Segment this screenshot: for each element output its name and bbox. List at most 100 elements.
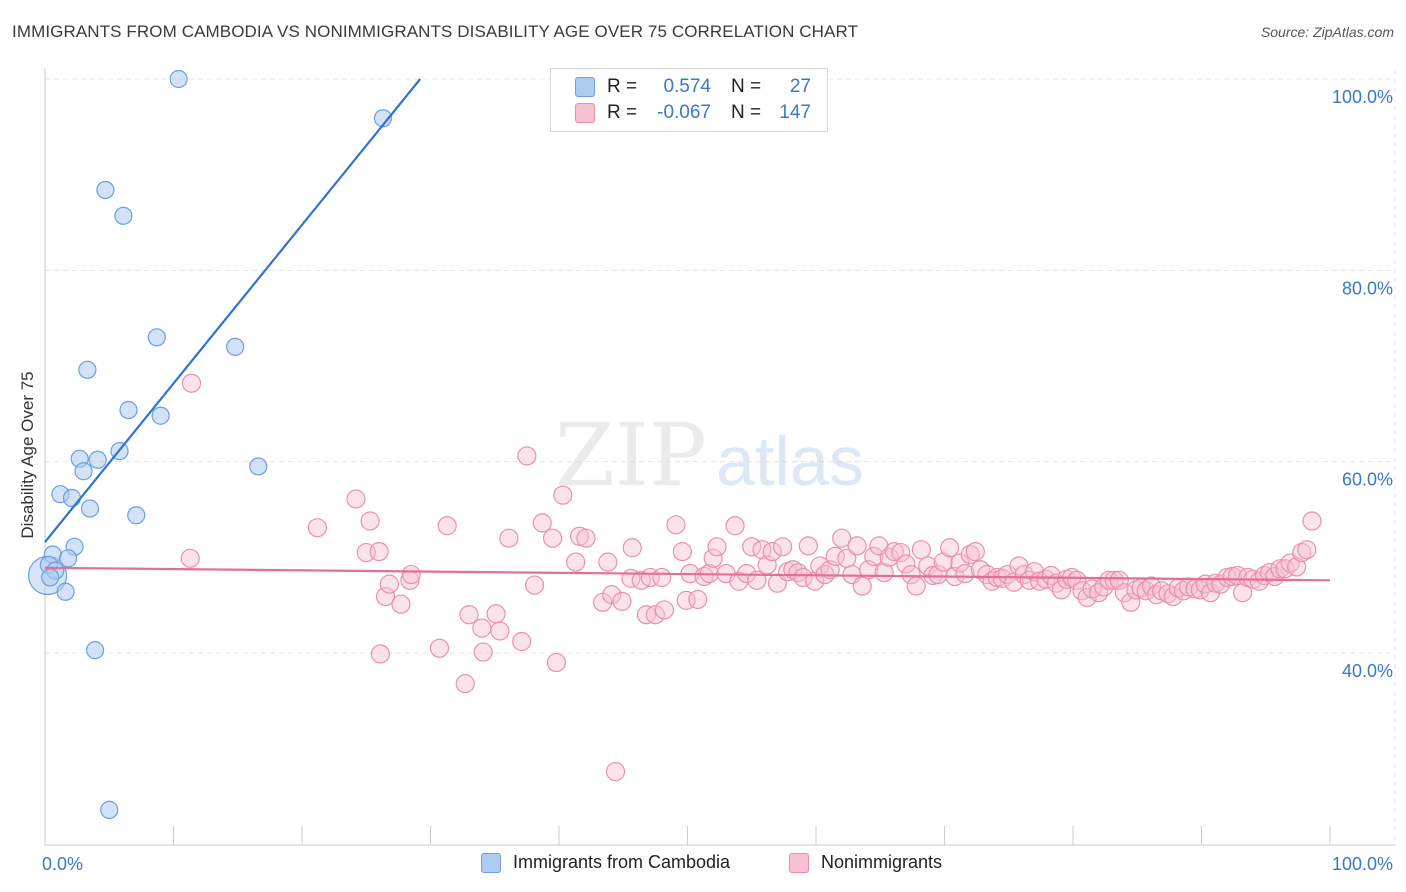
nonimmigrant-point (346, 489, 366, 509)
axes (44, 68, 1395, 846)
nonimmigrant-point (992, 568, 1012, 588)
nonimmigrant-point (1104, 570, 1124, 590)
nonimmigrant-point (524, 575, 545, 595)
nonimmigrant-point (1158, 584, 1178, 604)
pink-swatch (789, 852, 809, 873)
r-label: R = (607, 102, 638, 123)
nonimmigrant-point (1286, 557, 1307, 577)
nonimmigrant-point (181, 373, 202, 393)
nonimmigrant-point (1067, 570, 1087, 590)
nonimmigrant-point (360, 511, 380, 531)
nonimmigrant-point (864, 546, 884, 566)
nonimmigrant-point (472, 618, 492, 638)
nonimmigrant-point (911, 540, 931, 560)
gridlines (45, 70, 1396, 845)
nonimmigrant-point (672, 541, 692, 562)
cambodia-point (119, 400, 138, 420)
cambodia-point (114, 206, 133, 225)
cambodia-point (62, 488, 82, 508)
n-label: N = (731, 102, 762, 123)
axis-labels: 40.0% 60.0% 80.0% 100.0% 0.0% 100.0% Disabilit… (18, 87, 1393, 874)
nonimmigrant-point (896, 554, 916, 574)
nonimmigrant-trend-line (44, 566, 1331, 582)
nonimmigrant-point (654, 600, 674, 620)
nonimmigrant-point (473, 642, 493, 662)
cambodia-point (96, 180, 115, 200)
nonimmigrant-point (762, 541, 782, 562)
legend-row-cambodia: R = 0.574 N = 27 (575, 75, 811, 99)
nonimmigrant-point (499, 528, 519, 548)
r-label: R = (607, 76, 638, 97)
nonimmigrant-point (612, 591, 632, 611)
cambodia-point (86, 641, 105, 660)
nonimmigrant-point (901, 564, 921, 585)
correlation-legend: R = 0.574 N = 27 R = -0.067 N = 147 (550, 68, 828, 132)
nonimmigrant-point (429, 638, 450, 658)
nonimmigrant-point (874, 563, 894, 583)
nonimmigrant-point (1089, 583, 1109, 603)
cambodia-point (151, 406, 170, 425)
nonimmigrant-point (852, 576, 872, 596)
nonimmigrant-point (1260, 563, 1280, 583)
nonimmigrant-point (542, 528, 563, 548)
nonimmigrant-point (307, 518, 328, 538)
nonimmigrant-point (602, 585, 622, 605)
n-value: 27 (789, 76, 811, 97)
trend-lines (44, 78, 1331, 582)
y-tick-label: 80.0% (1342, 278, 1393, 298)
cambodia-point (78, 360, 97, 379)
legend-item-nonimmigrants[interactable]: Nonimmigrants (789, 852, 942, 873)
series-legend: Immigrants from Cambodia Nonimmigrants (0, 852, 1406, 876)
y-tick-label: 40.0% (1342, 661, 1393, 681)
r-value: -0.067 (657, 102, 711, 123)
cambodia-point (88, 450, 107, 469)
nonimmigrant-point (666, 515, 686, 535)
n-value: 147 (779, 102, 811, 123)
nonimmigrant-point (965, 541, 985, 562)
nonimmigrant-point (694, 566, 714, 587)
cambodia-point (41, 568, 60, 587)
nonimmigrant-point (805, 571, 825, 591)
nonimmigrant-point (532, 513, 552, 533)
cambodia-trend-line (44, 78, 422, 543)
nonimmigrant-point (622, 538, 642, 558)
nonimmigrant-point (1292, 542, 1312, 563)
nonimmigrant-point (375, 586, 396, 607)
pink-swatch (575, 103, 595, 123)
n-label: N = (731, 76, 762, 97)
nonimmigrant-point (576, 528, 596, 548)
nonimmigrant-point (933, 552, 953, 572)
nonimmigrant-point (1121, 592, 1141, 612)
y-axis-label: Disability Age Over 75 (18, 371, 37, 538)
nonimmigrant-point (512, 631, 532, 652)
cambodia-point (74, 462, 93, 481)
nonimmigrant-point (605, 762, 626, 782)
x-tick-label-max: 100.0% (1332, 854, 1393, 874)
nonimmigrant-point (884, 541, 904, 562)
nonimmigrant-point (772, 537, 793, 557)
y-tick-label: 60.0% (1342, 470, 1393, 490)
blue-swatch (481, 852, 501, 873)
nonimmigrant-point (798, 536, 818, 556)
cambodia-point (59, 549, 78, 568)
nonimmigrant-point (1302, 511, 1322, 531)
nonimmigrant-point (566, 552, 586, 572)
nonimmigrant-point (725, 516, 745, 536)
nonimmigrant-point (879, 547, 899, 567)
nonimmigrant-point (1099, 570, 1119, 590)
nonimmigrant-point (1051, 580, 1072, 600)
r-value: 0.574 (663, 76, 711, 97)
nonimmigrant-point (1233, 583, 1253, 603)
cambodia-point (249, 457, 268, 476)
nonimmigrant-point (645, 605, 665, 625)
nonimmigrant-point (401, 564, 421, 585)
nonimmigrant-point (793, 567, 813, 588)
cambodia-point (80, 499, 100, 518)
legend-item-cambodia[interactable]: Immigrants from Cambodia (481, 852, 730, 873)
nonimmigrant-point (598, 552, 618, 572)
watermark-zip: ZIP (555, 406, 707, 506)
legend-label: Immigrants from Cambodia (513, 852, 731, 872)
nonimmigrant-point (688, 589, 708, 610)
nonimmigrant-point (546, 652, 567, 673)
